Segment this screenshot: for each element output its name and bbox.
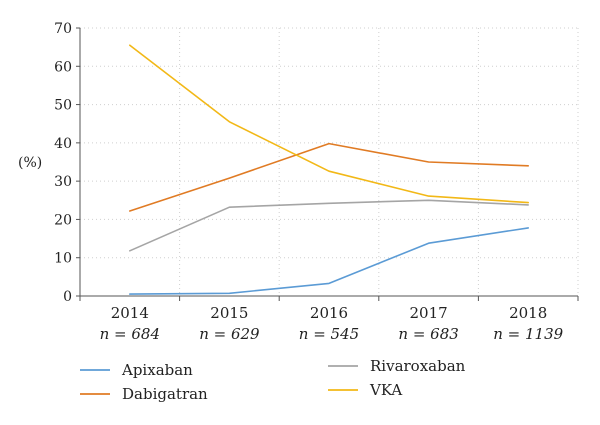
legend-item-rivaroxaban: Rivaroxaban [328, 357, 466, 375]
legend-label: VKA [369, 381, 402, 399]
legend-item-vka: VKA [328, 381, 402, 399]
legend-label: Apixaban [121, 361, 193, 379]
y-tick-label: 60 [54, 59, 72, 75]
x-tick-label: 2016 [310, 304, 348, 322]
y-tick-labels: 0 10 20 30 40 50 60 70 [54, 21, 72, 305]
y-tick-label: 20 [54, 212, 72, 228]
legend-label: Dabigatran [122, 385, 208, 403]
axes [76, 27, 579, 301]
x-tick-labels: 2014 n = 684 2015 n = 629 2016 n = 545 2017 n =… [100, 304, 564, 343]
series-lines [129, 44, 530, 295]
series-line-dabigatran [129, 142, 530, 212]
grid-lines [80, 27, 579, 296]
x-tick-label: 2017 [410, 304, 448, 322]
y-axis-label: (%) [18, 155, 42, 171]
x-tick-label: 2018 [509, 304, 547, 322]
series-line-vka [129, 44, 530, 204]
series-line-apixaban [129, 227, 530, 295]
y-tick-label: 50 [54, 98, 72, 114]
x-sample-size-label: n = 545 [299, 325, 359, 343]
y-tick-label: 40 [54, 136, 72, 152]
y-tick-label: 70 [54, 21, 72, 37]
legend: Apixaban Dabigatran Rivaroxaban VKA [80, 357, 466, 403]
x-sample-size-label: n = 684 [100, 325, 160, 343]
x-sample-size-label: n = 629 [199, 325, 260, 343]
x-tick-label: 2015 [210, 304, 248, 322]
x-sample-size-label: n = 683 [398, 325, 458, 343]
legend-item-dabigatran: Dabigatran [80, 385, 208, 403]
x-tick-label: 2014 [111, 304, 149, 322]
legend-label: Rivaroxaban [370, 357, 466, 375]
x-sample-size-label: n = 1139 [493, 325, 563, 343]
series-line-rivaroxaban [129, 199, 530, 252]
y-tick-label: 30 [54, 174, 72, 190]
legend-item-apixaban: Apixaban [80, 361, 193, 379]
y-tick-label: 10 [54, 251, 72, 267]
y-tick-label: 0 [63, 289, 72, 305]
